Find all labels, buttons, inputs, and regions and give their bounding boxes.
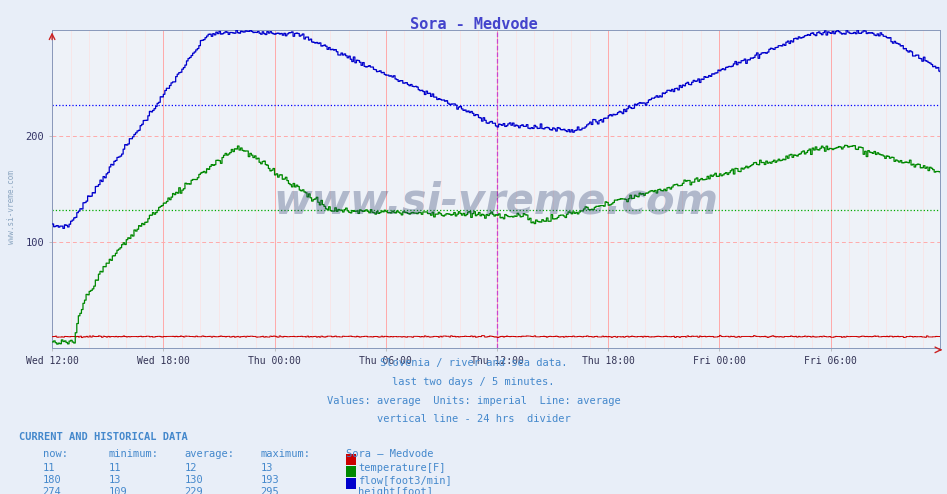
- Text: 295: 295: [260, 487, 279, 494]
- Text: average:: average:: [185, 449, 235, 458]
- Text: 229: 229: [185, 487, 204, 494]
- Text: height[foot]: height[foot]: [358, 487, 433, 494]
- Text: temperature[F]: temperature[F]: [358, 463, 445, 473]
- Text: minimum:: minimum:: [109, 449, 159, 458]
- Text: 180: 180: [43, 475, 62, 485]
- Text: 109: 109: [109, 487, 128, 494]
- Text: CURRENT AND HISTORICAL DATA: CURRENT AND HISTORICAL DATA: [19, 432, 188, 442]
- Text: vertical line - 24 hrs  divider: vertical line - 24 hrs divider: [377, 414, 570, 424]
- Text: Sora – Medvode: Sora – Medvode: [346, 449, 433, 458]
- Text: 274: 274: [43, 487, 62, 494]
- Text: Slovenia / river and sea data.: Slovenia / river and sea data.: [380, 358, 567, 368]
- Text: 193: 193: [260, 475, 279, 485]
- Text: 11: 11: [109, 463, 121, 473]
- Text: flow[foot3/min]: flow[foot3/min]: [358, 475, 452, 485]
- Text: 130: 130: [185, 475, 204, 485]
- Text: last two days / 5 minutes.: last two days / 5 minutes.: [392, 377, 555, 387]
- Text: www.si-vreme.com: www.si-vreme.com: [274, 181, 719, 223]
- Text: 13: 13: [109, 475, 121, 485]
- Text: Values: average  Units: imperial  Line: average: Values: average Units: imperial Line: av…: [327, 396, 620, 406]
- Text: maximum:: maximum:: [260, 449, 311, 458]
- Text: 13: 13: [260, 463, 273, 473]
- Text: 11: 11: [43, 463, 55, 473]
- Text: Sora - Medvode: Sora - Medvode: [410, 17, 537, 32]
- Text: 12: 12: [185, 463, 197, 473]
- Text: now:: now:: [43, 449, 67, 458]
- Text: www.si-vreme.com: www.si-vreme.com: [7, 170, 16, 245]
